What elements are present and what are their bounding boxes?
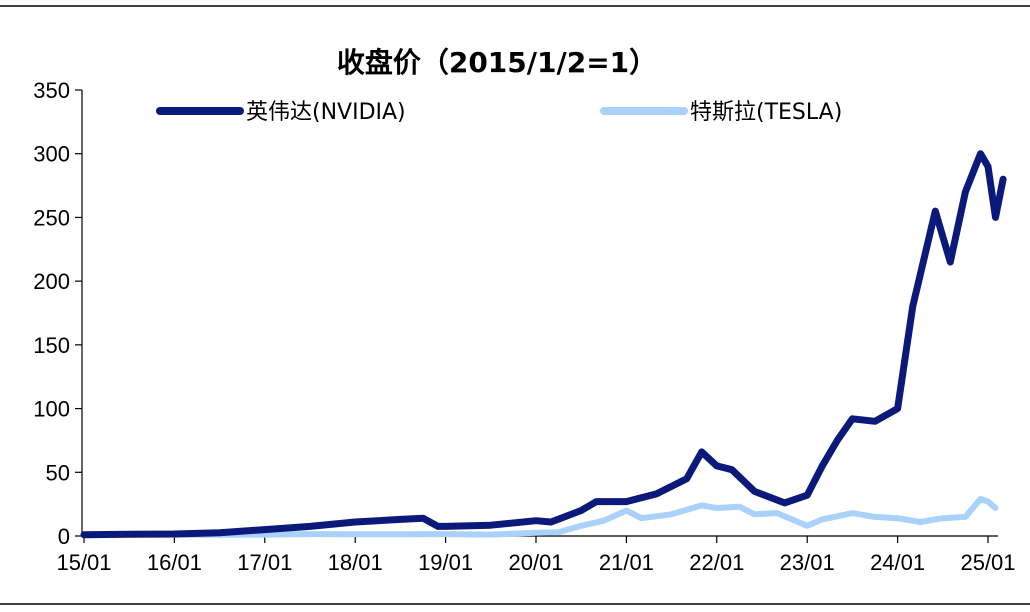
x-axis: 15/01 16/01 17/01 18/01 19/01 20/01 21/01 22/01… <box>56 535 1016 575</box>
x-tick-label: 24/01 <box>870 550 925 575</box>
chart-title: 收盘价（2015/1/2=1） <box>337 46 657 79</box>
legend-label: 英伟达(NVIDIA) <box>246 100 406 125</box>
y-tick-label: 50 <box>46 460 70 485</box>
y-tick-label: 100 <box>33 397 70 422</box>
x-tick-label: 25/01 <box>960 550 1015 575</box>
series-line-nvidia <box>80 150 1007 539</box>
x-tick-label: 18/01 <box>328 550 383 575</box>
y-axis: 0 50 100 150 200 250 300 350 <box>33 78 83 549</box>
x-tick-label: 21/01 <box>599 550 654 575</box>
x-tick-label: 19/01 <box>418 550 473 575</box>
x-tick-label: 16/01 <box>147 550 202 575</box>
y-tick-label: 0 <box>58 524 70 549</box>
x-tick-label: 20/01 <box>508 550 563 575</box>
y-tick-label: 150 <box>33 333 70 358</box>
x-tick-label: 23/01 <box>780 550 835 575</box>
legend-label: 特斯拉(TESLA) <box>690 100 842 125</box>
legend: 英伟达(NVIDIA) 特斯拉(TESLA) <box>156 100 842 125</box>
series-line-tesla <box>81 496 999 538</box>
y-tick-label: 250 <box>33 205 70 230</box>
y-tick-label: 200 <box>33 269 70 294</box>
x-tick-label: 15/01 <box>56 550 111 575</box>
y-tick-label: 300 <box>33 142 70 167</box>
series-group <box>80 150 1007 539</box>
x-tick-label: 22/01 <box>689 550 744 575</box>
x-tick-label: 17/01 <box>237 550 292 575</box>
y-tick-label: 350 <box>33 78 70 103</box>
